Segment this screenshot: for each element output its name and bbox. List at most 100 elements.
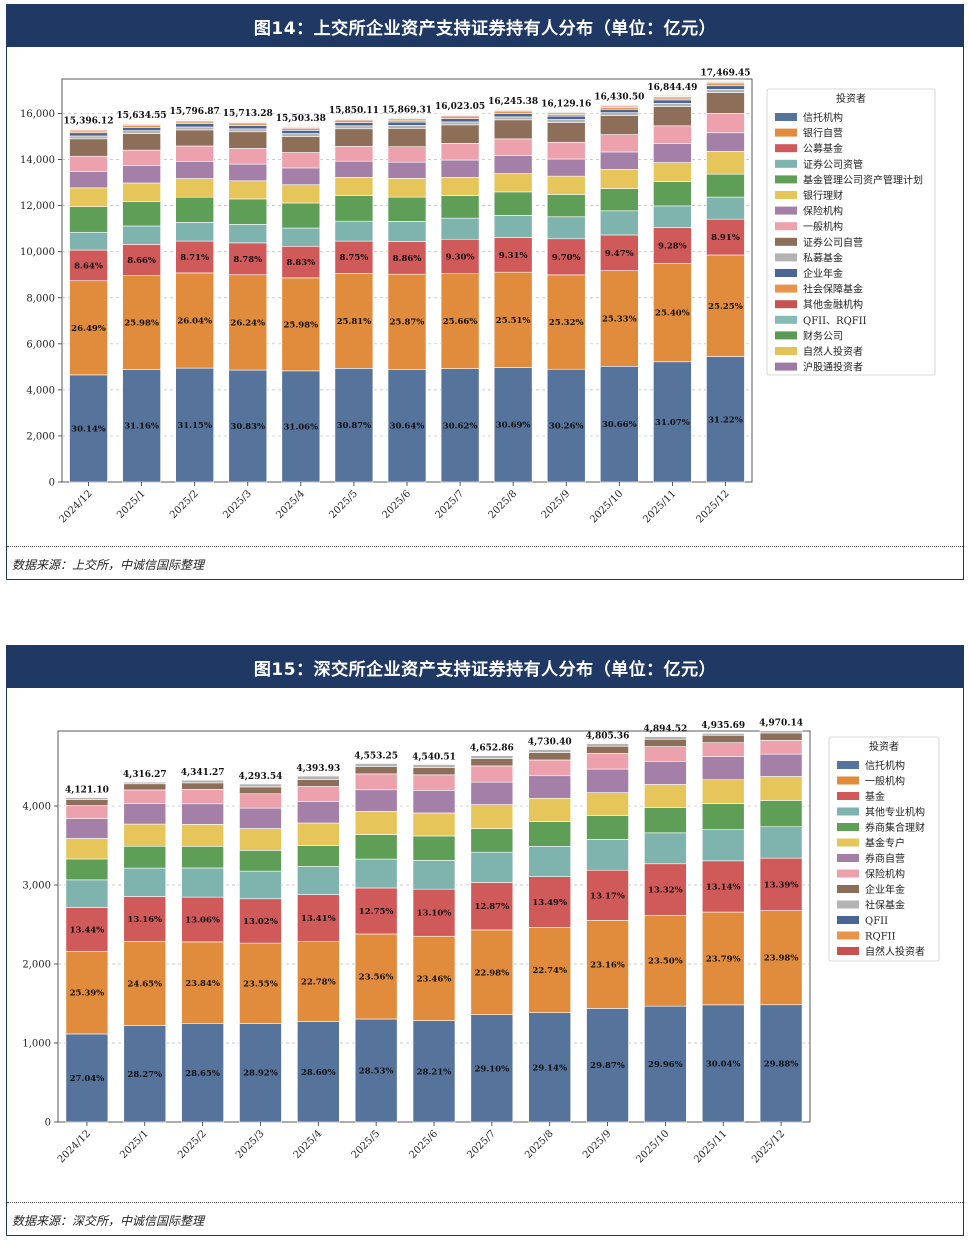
bar-segment [281, 136, 321, 153]
bar-segment [412, 764, 456, 768]
legend-swatch [837, 869, 859, 878]
data-label: 8.86% [393, 254, 422, 264]
bar-segment [546, 194, 586, 218]
data-label: 30.04% [706, 1059, 741, 1069]
total-label: 16,430.50 [594, 93, 644, 103]
data-label: 8.64% [74, 261, 103, 271]
data-label: 25.51% [496, 316, 531, 326]
legend-label: 保险机构 [803, 205, 843, 218]
data-label: 25.87% [390, 318, 425, 328]
bar-segment [546, 115, 586, 120]
bar-segment [412, 835, 456, 861]
data-label: 25.98% [124, 319, 159, 329]
data-label: 23.50% [648, 957, 683, 967]
x-tick-label: 2025/1 [118, 1128, 151, 1161]
bar-segment [493, 113, 533, 118]
bar-segment [65, 950, 109, 1035]
legend-label: QFII、RQFII [803, 316, 867, 327]
bar-segment [528, 927, 571, 1013]
bar-segment [440, 195, 480, 219]
data-label: 30.62% [443, 421, 478, 431]
bar-segment [528, 821, 571, 847]
total-label: 16,844.49 [647, 83, 697, 93]
legend-label: 其他金融机构 [803, 298, 863, 311]
bar-segment [228, 131, 268, 149]
bar-segment [706, 89, 745, 93]
bar-segment [334, 146, 374, 162]
bar-segment [653, 125, 692, 144]
chart-panel-szse: 图15：深交所企业资产支持证券持有人分布（单位：亿元） 0 1,000 2,000 3… [6, 645, 964, 1236]
bar-segment [759, 730, 803, 734]
bar-segment [281, 167, 321, 186]
bar-segment [175, 240, 214, 274]
data-label: 28.60% [301, 1068, 336, 1078]
total-label: 4,970.14 [759, 718, 803, 728]
data-label: 31.16% [124, 422, 159, 432]
bar-segment [354, 773, 398, 791]
y-tick-label: 2,000 [22, 960, 51, 971]
bar-segment [470, 758, 514, 767]
bar-segment [701, 803, 745, 830]
y-tick-label: 0 [49, 478, 55, 489]
legend-label: 企业年金 [865, 883, 905, 896]
data-label: 25.25% [708, 302, 743, 312]
bar-segment [175, 272, 214, 369]
bar-segment [297, 941, 340, 1022]
legend-label: 银行自营 [803, 127, 843, 140]
bar-segment [701, 734, 745, 743]
bar-segment [281, 245, 321, 279]
bar-segment [228, 224, 268, 244]
legend-label: RQFII [865, 932, 896, 943]
bar-segment [65, 879, 109, 908]
bar-segment [440, 368, 480, 483]
x-tick-label: 2025/3 [234, 1128, 267, 1161]
total-label: 4,652.86 [470, 743, 514, 753]
bar-segment [239, 898, 282, 944]
bar-segment [239, 807, 282, 829]
data-label: 9.31% [499, 251, 528, 261]
x-tick-label: 2025/11 [692, 1128, 729, 1165]
total-label: 4,805.36 [586, 731, 630, 741]
y-tick-label: 10,000 [20, 247, 55, 258]
bar-segment [653, 263, 692, 363]
data-label: 29.14% [532, 1063, 567, 1073]
bar-segment [493, 119, 533, 140]
bar-segment [123, 845, 167, 869]
bar-segment [600, 270, 639, 367]
bar-segment [354, 933, 398, 1020]
bar-segment [586, 1008, 629, 1123]
bar-segment [470, 929, 514, 1015]
chart-panel-sse: 图14：上交所企业资产支持证券持有人分布（单位：亿元） 0 2,000 4,000 6… [6, 4, 964, 580]
bar-segment [123, 789, 167, 804]
bar-segment [69, 206, 108, 233]
bar-segment [440, 118, 480, 123]
bar-segment [644, 738, 687, 747]
bar-segment [644, 832, 687, 865]
bar-segment [586, 753, 629, 770]
bar-segment [334, 122, 374, 127]
legend-swatch [837, 916, 859, 924]
total-label: 4,341.27 [181, 768, 225, 778]
bar-segment [493, 271, 533, 368]
bar-segment [354, 763, 398, 767]
bar-segment [493, 138, 533, 156]
bar-segment [387, 128, 427, 148]
bar-segment [65, 1033, 109, 1123]
bar-segment [470, 851, 514, 883]
bar-segment [387, 273, 427, 370]
bar-segment [653, 103, 692, 107]
bar-segment [239, 870, 282, 900]
bar-segment [334, 240, 374, 274]
bar-segment [644, 746, 687, 762]
data-label: 26.24% [230, 318, 265, 328]
bar-segment [759, 740, 803, 755]
bar-segment [586, 743, 629, 747]
legend-label: 一般机构 [865, 775, 905, 788]
legend-label: 自然人投资者 [865, 945, 925, 958]
total-label: 4,540.51 [412, 752, 456, 762]
data-label: 22.98% [474, 968, 509, 978]
data-label: 31.07% [655, 418, 690, 428]
total-label: 4,121.10 [65, 785, 109, 795]
data-label: 23.46% [417, 974, 452, 984]
bar-segment [493, 215, 533, 238]
